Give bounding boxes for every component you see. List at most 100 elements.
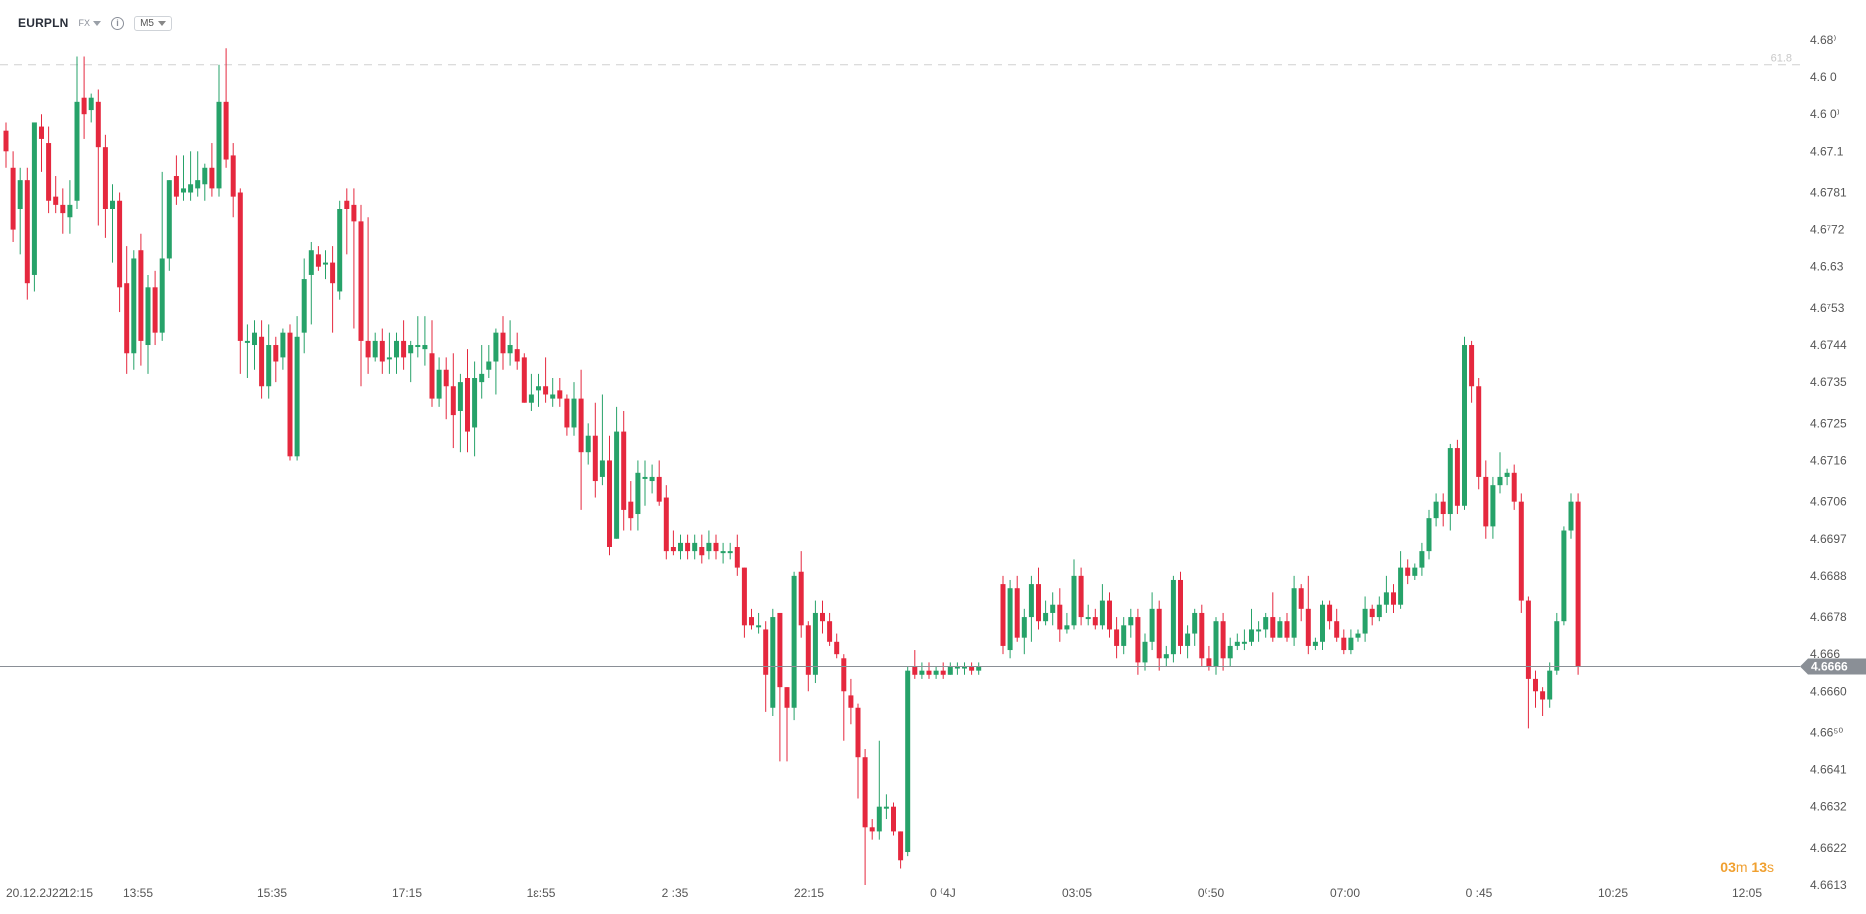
x-tick-label: 0⁽:50 xyxy=(1198,886,1225,900)
candle-body xyxy=(678,542,683,552)
candle-body xyxy=(259,336,265,387)
candle xyxy=(1050,592,1056,626)
candle xyxy=(898,831,904,869)
candle xyxy=(60,188,66,234)
candle xyxy=(344,188,350,255)
candle xyxy=(692,534,698,560)
candle xyxy=(422,316,428,366)
candle xyxy=(1462,336,1467,510)
y-axis: 4.6613 4.6622 4.6632 4.6641 4.66⁵⁰ 4.6660 4.66… xyxy=(1810,33,1847,892)
candle xyxy=(1099,584,1105,630)
x-tick-label: 15:35 xyxy=(257,886,287,900)
candle xyxy=(294,316,300,461)
candle-body xyxy=(1554,621,1560,671)
candle xyxy=(259,320,265,399)
candle xyxy=(628,481,634,531)
candle xyxy=(1014,575,1020,642)
candle-body xyxy=(741,567,747,626)
x-tick-label: 20.12.2J22 xyxy=(6,886,66,900)
candle-body xyxy=(1107,600,1112,630)
candle xyxy=(812,600,818,684)
candle xyxy=(117,192,123,313)
candle xyxy=(855,703,861,799)
candle-body xyxy=(756,625,762,628)
candle xyxy=(599,394,605,486)
candle-body xyxy=(1220,621,1226,659)
candle xyxy=(521,353,527,403)
candle xyxy=(1554,612,1560,675)
candle-body xyxy=(1021,617,1027,638)
candle xyxy=(1533,670,1538,708)
timeframe-value: M5 xyxy=(140,17,154,29)
candle-body xyxy=(1312,641,1318,646)
candle-body xyxy=(1078,575,1084,618)
x-tick-label: 0 ⁽4J xyxy=(930,886,956,900)
candle xyxy=(706,530,712,560)
candle-body xyxy=(933,670,939,675)
countdown-seconds-unit: s xyxy=(1767,859,1774,875)
candle xyxy=(1007,579,1013,659)
candle xyxy=(841,654,847,741)
candle-body xyxy=(848,695,854,708)
candle xyxy=(1213,617,1219,675)
x-tick-label: 17:15 xyxy=(392,886,422,900)
candle xyxy=(1057,588,1063,642)
candle xyxy=(805,621,811,692)
timeframe-select[interactable]: M5 xyxy=(134,15,172,31)
candle-body xyxy=(614,431,620,539)
candle-body xyxy=(663,497,669,552)
candle xyxy=(159,171,165,341)
candle xyxy=(209,143,215,197)
candle-body xyxy=(1533,678,1538,692)
candle xyxy=(1497,452,1503,494)
candle xyxy=(74,56,80,209)
candle-body xyxy=(1454,448,1460,506)
candle xyxy=(102,134,108,238)
candle-body xyxy=(1256,629,1262,632)
candle-body xyxy=(365,340,371,358)
candle xyxy=(1518,493,1524,613)
candle-body xyxy=(1050,604,1056,613)
candle-body xyxy=(699,547,705,556)
candle-body xyxy=(308,250,314,275)
candle xyxy=(457,373,463,453)
candle-body xyxy=(1391,592,1396,605)
market-type-label: FX xyxy=(78,18,91,28)
candle xyxy=(784,687,790,762)
candle xyxy=(727,542,733,560)
candle-body xyxy=(543,386,549,395)
candle-body xyxy=(805,625,811,675)
candle xyxy=(145,274,151,374)
candle xyxy=(962,662,967,675)
symbol-label[interactable]: EURPLN xyxy=(18,16,69,30)
candle xyxy=(1490,476,1496,539)
candle xyxy=(500,316,506,370)
info-icon[interactable]: i xyxy=(111,16,125,30)
candle xyxy=(1547,662,1553,708)
candle-body xyxy=(1014,588,1020,638)
candle xyxy=(323,250,328,280)
candle xyxy=(1263,612,1269,638)
candle xyxy=(67,180,73,234)
candle-body xyxy=(1320,604,1325,642)
candle-body xyxy=(1007,588,1013,651)
candle xyxy=(1391,584,1396,613)
candle xyxy=(1334,608,1340,642)
market-type[interactable]: FX xyxy=(79,18,102,28)
candle-body xyxy=(1142,641,1148,663)
x-tick-label: 1ɛ:55 xyxy=(527,886,556,900)
candle-body xyxy=(195,180,201,189)
candle-body xyxy=(486,361,492,370)
candle xyxy=(1114,617,1120,659)
candle xyxy=(848,678,854,725)
candle-body xyxy=(244,340,250,343)
candle-body xyxy=(1099,600,1105,626)
candle-body xyxy=(1511,472,1517,502)
candle-body xyxy=(450,386,456,416)
candle-body xyxy=(173,176,179,197)
candle xyxy=(408,340,414,383)
candle-body xyxy=(401,340,407,358)
candle xyxy=(1511,464,1517,510)
candle-body xyxy=(429,353,435,399)
